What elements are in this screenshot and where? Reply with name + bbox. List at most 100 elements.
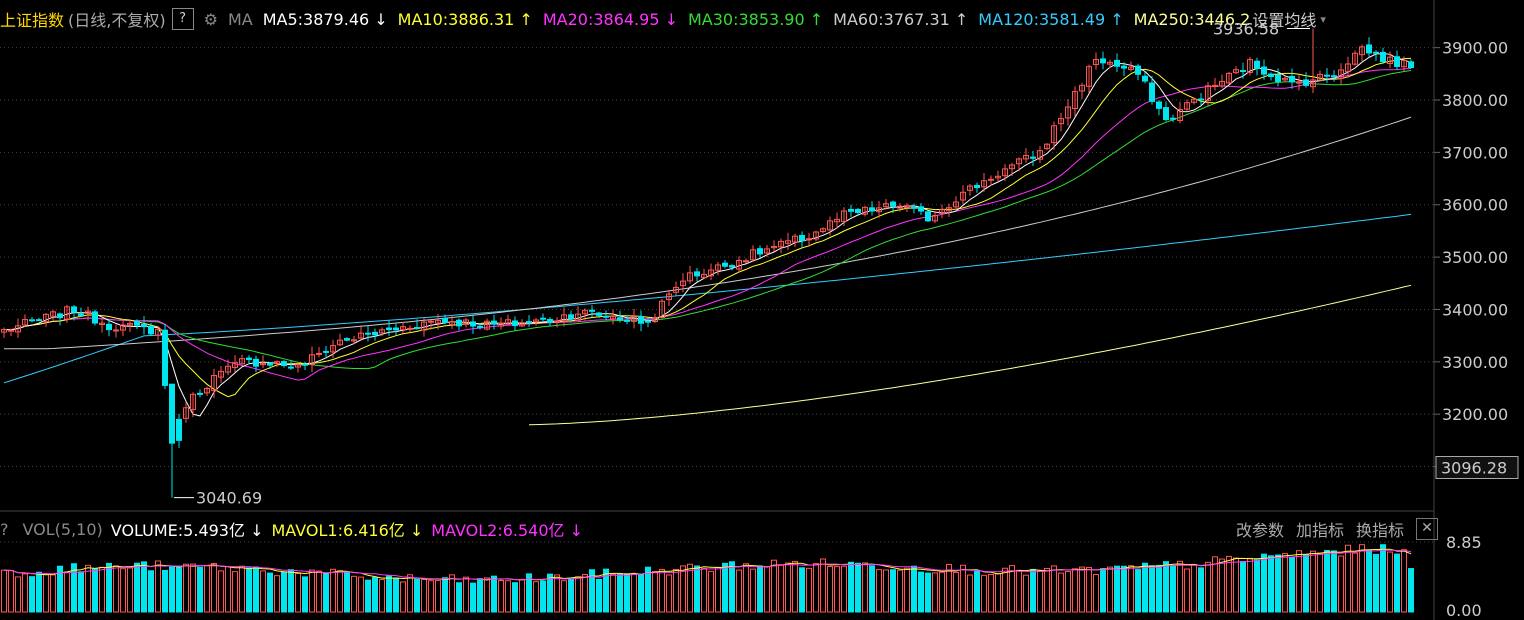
volume-bar xyxy=(715,566,721,613)
candle-body xyxy=(134,320,140,326)
change-params-button[interactable]: 改参数 xyxy=(1235,521,1284,540)
candle-body xyxy=(967,185,973,191)
ma30-value: MA30:3853.90 ↑ xyxy=(687,9,824,29)
volume-bar xyxy=(505,580,511,613)
volume-bar xyxy=(176,565,182,613)
volume-bar xyxy=(1016,569,1022,613)
candle-body xyxy=(1093,58,1099,66)
candle-body xyxy=(246,357,252,361)
ma20-line xyxy=(3,68,1412,381)
candle-body xyxy=(1100,58,1106,64)
candle-body xyxy=(358,332,364,339)
candle-body xyxy=(162,329,168,386)
candle-body xyxy=(204,388,210,394)
candle-body xyxy=(1002,168,1008,177)
candle-body xyxy=(1191,98,1197,103)
candle-body xyxy=(1219,80,1225,87)
candle-body xyxy=(547,318,553,323)
candle-body xyxy=(239,358,245,365)
volume-bar xyxy=(1135,569,1141,613)
volume-bar xyxy=(1373,553,1379,613)
price-tick-label: 3200.00 xyxy=(1442,405,1508,424)
candle-body xyxy=(148,325,154,335)
candle-body xyxy=(1065,106,1071,119)
volume-bar xyxy=(1156,564,1162,613)
gear-icon[interactable]: ⚙ xyxy=(203,9,218,29)
candle-body xyxy=(372,331,378,336)
candle-body xyxy=(1226,72,1232,84)
volume-bar xyxy=(1065,571,1071,613)
mavol2-line xyxy=(3,549,1412,581)
candle-body xyxy=(1058,118,1064,125)
candle-body xyxy=(645,320,651,323)
candle-body xyxy=(533,319,539,323)
candle-body xyxy=(946,207,952,212)
volume-bar xyxy=(400,581,406,613)
candle-body xyxy=(470,321,476,327)
volume-bar xyxy=(1009,565,1015,613)
volume-bar xyxy=(330,568,336,613)
candle-body xyxy=(659,300,665,318)
volume-bar xyxy=(358,576,364,613)
candle-body xyxy=(351,339,357,342)
ma-label: MA xyxy=(227,9,253,29)
volume-bar xyxy=(1023,574,1029,613)
volume-bar xyxy=(547,573,553,613)
candle-body xyxy=(932,214,938,222)
candle-body xyxy=(400,326,406,331)
candle-body xyxy=(1345,63,1351,73)
candle-body xyxy=(491,320,497,325)
candle-body xyxy=(680,280,686,287)
help-button[interactable]: ? xyxy=(171,8,194,30)
volume-bar xyxy=(694,565,700,613)
volume-bar xyxy=(484,577,490,613)
candle-body xyxy=(897,205,903,209)
volume-bar xyxy=(78,571,84,613)
volume-bar xyxy=(736,569,742,613)
candle-body xyxy=(617,317,623,321)
candle-body xyxy=(568,314,574,320)
candle-body xyxy=(232,362,238,368)
price-tick-label: 3700.00 xyxy=(1442,143,1508,162)
candle-body xyxy=(1016,158,1022,165)
volume-bar xyxy=(1198,567,1204,613)
volume-bar xyxy=(834,566,840,613)
ma5-value: MA5:3879.46 ↓ xyxy=(262,9,388,29)
candle-body xyxy=(498,322,504,327)
candle-body xyxy=(771,245,777,249)
settings-ma-button[interactable]: 设置均线 xyxy=(1252,11,1317,30)
ma20-value: MA20:3864.95 ↓ xyxy=(542,9,678,29)
candle-body xyxy=(1233,69,1239,74)
ma120-value: MA120:3581.49 ↑ xyxy=(978,9,1124,29)
candle-body xyxy=(428,320,434,323)
candle-body xyxy=(1303,79,1309,86)
volume-bar xyxy=(785,562,791,613)
current-price-box xyxy=(1435,455,1519,479)
candle-body xyxy=(1247,59,1253,73)
vol-menu-button[interactable]: ? xyxy=(0,519,9,539)
volume-bar xyxy=(337,570,343,613)
candle-body xyxy=(1037,150,1043,160)
candle-body xyxy=(918,206,924,212)
candle-body xyxy=(1240,70,1246,73)
volume-bar xyxy=(365,579,371,613)
candle-body xyxy=(85,310,91,314)
candle-body xyxy=(1205,85,1211,101)
chevron-down-icon[interactable]: ▾ xyxy=(1320,12,1326,26)
volume-bar xyxy=(1310,550,1316,613)
volume-bar xyxy=(946,563,952,613)
volume-bar xyxy=(911,565,917,613)
volume-bar xyxy=(1051,565,1057,613)
volume-bar xyxy=(1282,553,1288,613)
add-indicator-button[interactable]: 加指标 xyxy=(1295,521,1344,540)
switch-indicator-button[interactable]: 换指标 xyxy=(1355,521,1404,540)
candle-body xyxy=(1359,46,1365,56)
candle-body xyxy=(1051,125,1057,144)
volume-bar xyxy=(442,577,448,613)
close-icon[interactable]: ✕ xyxy=(1416,518,1438,540)
volume-bar xyxy=(603,568,609,613)
volume-bar xyxy=(92,568,98,613)
index-name[interactable]: 上证指数 xyxy=(0,11,65,30)
candle-body xyxy=(414,327,420,330)
